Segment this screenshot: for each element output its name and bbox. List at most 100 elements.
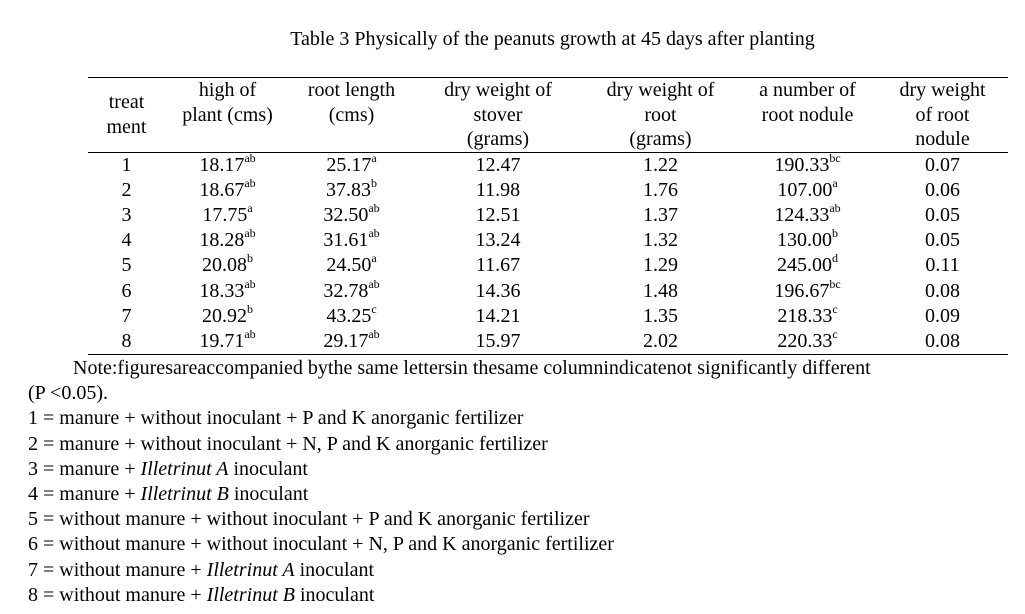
table-cell: 19.71ab [165, 328, 290, 355]
cell-value: 14.36 [475, 279, 521, 302]
legend-text: 8 = without manure + [28, 583, 207, 606]
cell-value: 4 [121, 229, 132, 252]
table-cell: 107.00a [738, 177, 877, 203]
header-line: root length [307, 79, 396, 101]
significance-letters: ab [244, 175, 256, 190]
table-cell: 1.35 [583, 304, 738, 329]
table-cell: 190.33bc [738, 152, 877, 178]
legend-item: 1 = manure + without inoculant + P and K… [28, 406, 871, 431]
cell-value: 12.51 [475, 203, 521, 226]
table-cell: 25.17a [290, 152, 413, 178]
table-cell: 1.32 [583, 228, 738, 253]
table-cell: 11.67 [413, 253, 583, 278]
inoculant-name: Illetrinut B [140, 483, 229, 506]
significance-letters: b [247, 251, 253, 266]
cell-value: 18.67 [199, 178, 245, 201]
header-line: (cms) [328, 103, 375, 126]
table-cell: 0.06 [877, 178, 1008, 203]
table-cell: 18.67ab [165, 175, 290, 203]
cell-value: 1.29 [643, 254, 678, 277]
header-line: (grams) [629, 128, 692, 150]
table-cell: 0.07 [877, 152, 1008, 178]
growth-table: treat ment high of plant (cms) root length (c… [88, 77, 1008, 355]
cell-value: 25.17 [326, 153, 372, 176]
table-cell: 18.28ab [165, 227, 290, 253]
table-cell: 6 [88, 278, 165, 303]
legend-item: 6 = without manure + without inoculant +… [28, 532, 871, 557]
header-line: dry weight [899, 79, 986, 101]
cell-value: 6 [121, 279, 132, 302]
table-cell: 17.75a [165, 200, 290, 228]
table-cell: 0.05 [877, 203, 1008, 228]
significance-letters: b [371, 175, 377, 190]
cell-value: 20.92 [202, 304, 247, 327]
inoculant-name: Illetrinut A [140, 457, 229, 480]
table-row: 4 18.28ab 31.61ab 13.24 1.32 130.00b 0.05 [88, 227, 1008, 253]
table-title: Table 3 Physically of the peanuts growth… [290, 28, 815, 50]
significance-letters: bc [829, 276, 841, 291]
cell-value: 0.05 [925, 203, 960, 226]
cell-value: 130.00 [777, 229, 832, 252]
cell-value: 0.06 [925, 178, 960, 201]
table-cell: 13.24 [413, 228, 583, 253]
table-cell: 0.11 [877, 253, 1008, 278]
table-cell: 3 [88, 203, 165, 228]
legend-text: 5 = without manure + without inoculant +… [28, 508, 590, 531]
cell-value: 29.17 [323, 329, 369, 352]
cell-value: 18.28 [199, 229, 245, 252]
table-cell: 130.00b [738, 227, 877, 253]
significance-letters: bc [829, 150, 841, 165]
cell-value: 20.08 [202, 254, 247, 277]
table-cell: 0.08 [877, 278, 1008, 303]
legend-item: 5 = without manure + without inoculant +… [28, 507, 871, 532]
significance-letters: c [832, 301, 838, 316]
cell-value: 0.11 [925, 254, 960, 277]
cell-value: 1.22 [643, 153, 678, 176]
header-line: dry weight of [444, 79, 552, 101]
table-row: 8 19.71ab 29.17ab 15.97 2.02 220.33c 0.08 [88, 326, 1008, 355]
cell-value: 14.21 [475, 304, 521, 327]
header-line: root nodule [761, 103, 854, 126]
legend-item: 7 = without manure + Illetrinut A inocul… [28, 558, 871, 583]
legend-text: 6 = without manure + without inoculant +… [28, 533, 614, 556]
table-cell: 20.92b [165, 301, 290, 329]
table-cell: 15.97 [413, 328, 583, 355]
significance-letters: ab [244, 150, 256, 165]
cell-value: 0.08 [925, 279, 960, 302]
table-cell: 24.50a [290, 252, 413, 278]
cell-value: 43.25 [326, 304, 372, 327]
table-cell: 0.08 [877, 328, 1008, 355]
significance-letters: c [371, 301, 377, 316]
significance-letters: d [832, 251, 838, 266]
table-cell: 29.17ab [290, 328, 413, 355]
table-cell: 8 [88, 328, 165, 355]
significance-letters: b [247, 301, 253, 316]
header-line: dry weight of [606, 79, 715, 101]
header-row: treat ment high of plant (cms) root length (c… [88, 77, 1008, 153]
cell-value: 124.33 [774, 203, 830, 226]
table-cell: 18.33ab [165, 278, 290, 303]
table-cell: 1.37 [583, 203, 738, 228]
cell-value: 190.33 [774, 153, 830, 176]
significance-letters: a [247, 200, 253, 215]
table-cell: 14.21 [413, 304, 583, 329]
table-cell: 32.78ab [290, 278, 413, 303]
cell-value: 8 [121, 329, 132, 352]
table-cell: 1.76 [583, 178, 738, 203]
cell-value: 3 [121, 203, 132, 226]
legend-text: 7 = without manure + [28, 558, 207, 581]
table-cell: 14.36 [413, 278, 583, 303]
cell-value: 0.09 [925, 304, 960, 327]
cell-value: 18.17 [199, 153, 245, 176]
header-line: (grams) [466, 128, 530, 150]
treatment-legend: 1 = manure + without inoculant + P and K… [28, 406, 871, 608]
table-cell: 218.33c [738, 301, 877, 329]
table-cell: 31.61ab [290, 227, 413, 253]
legend-text: 3 = manure + [28, 457, 141, 480]
legend-text: inoculant [294, 583, 375, 606]
significance-note: Note:figuresareaccompanied bythe same le… [73, 357, 871, 379]
significance-letters: c [832, 326, 838, 341]
cell-value: 15.97 [475, 329, 521, 352]
header-line: nodule [915, 128, 970, 150]
cell-value: 2.02 [643, 329, 678, 352]
